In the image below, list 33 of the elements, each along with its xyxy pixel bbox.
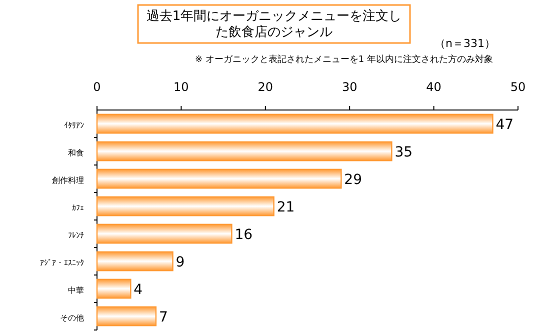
y-tick-label: ｲﾀﾘｱﾝ [64,120,84,130]
bar [96,141,392,162]
data-label: 16 [234,226,253,243]
chart-title: 過去1年間にオーガニックメニューを注文した飲食店のジャンル [146,9,402,40]
data-label: 21 [276,199,295,216]
data-label: 29 [344,172,362,188]
x-tick-label: 10 [174,80,189,94]
x-tick-label: 0 [93,80,101,94]
y-tick-label: ﾌﾚﾝﾁ [68,230,84,240]
bar [96,224,232,244]
data-label: 35 [394,144,413,160]
data-label: 47 [496,116,514,133]
x-tick-label: 40 [426,80,442,94]
data-label: 9 [176,254,185,270]
x-tick-label: 50 [510,80,526,94]
data-label: 7 [158,309,168,326]
y-tick-label: ｱｼﾞｱ・ｴｽﾆｯｸ [40,258,84,268]
bar [96,196,274,216]
bar [96,168,342,189]
bar [96,251,174,272]
bar [96,278,132,299]
bar [96,306,157,326]
x-tick-label: 30 [342,80,358,94]
y-tick-label: その他 [60,313,84,322]
y-tick-label: ｶﾌｪ [72,203,84,212]
y-tick-label: 創作料理 [52,176,84,185]
y-tick-label: 和食 [68,148,84,158]
data-label: 4 [134,282,143,298]
text: ※ オーガニックと表記されたメニューを1 年以内に注文された方のみ対象 [195,54,493,65]
y-tick-label: 中華 [68,286,84,295]
bar [96,114,494,134]
x-tick-label: 20 [258,80,274,94]
text: （n＝331） [434,37,496,50]
